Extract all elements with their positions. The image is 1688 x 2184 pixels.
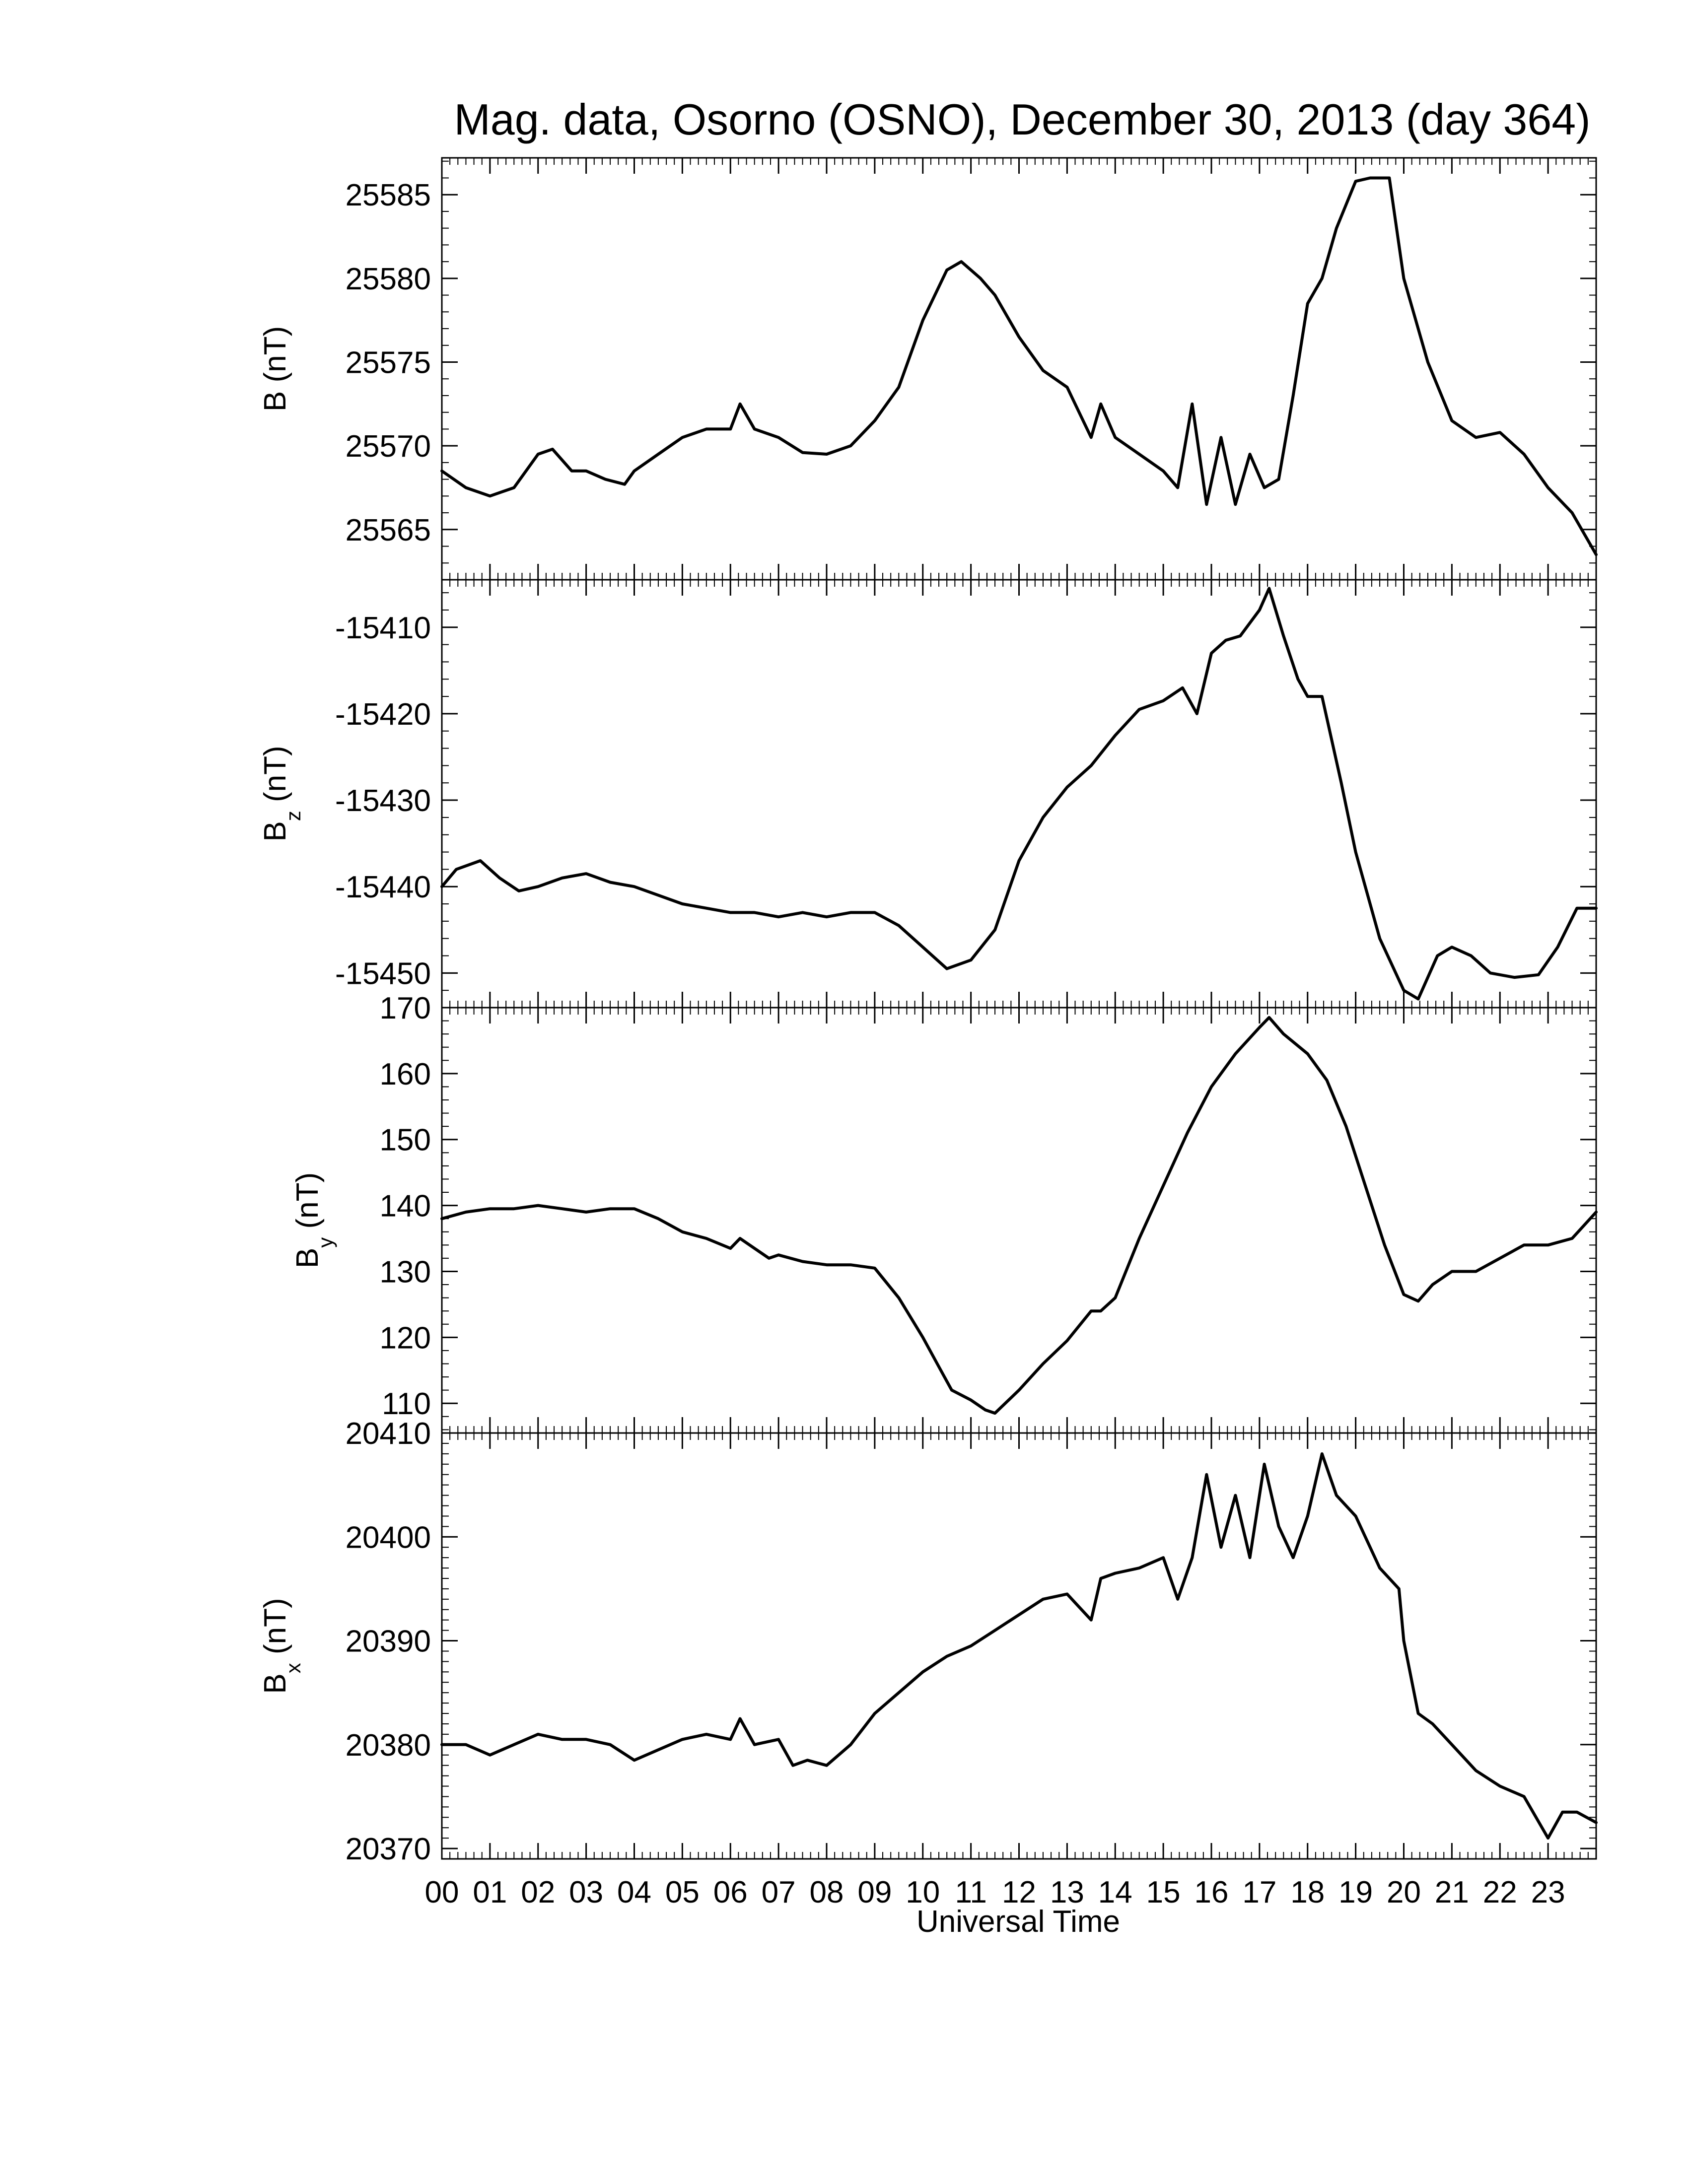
y-axis-title-unit: (nT) [258,1598,292,1663]
x-tick-label: 22 [1483,1875,1517,1910]
y-tick-label: -15430 [335,784,431,818]
panel-bx: 20370 20380 20390 20400 20410 Bx (nT) [258,1417,1598,1866]
y-tick-label: 20370 [346,1832,431,1866]
x-axis-title: Universal Time [916,1905,1120,1939]
y-tick-label: 25585 [346,178,431,212]
x-tick-label: 23 [1531,1875,1565,1910]
x-tick-label: 11 [955,1875,986,1910]
y-axis-title-subscript: z [281,811,305,821]
x-tick-label: 15 [1146,1875,1181,1910]
y-axis-title-b-total: B (nT) [258,326,292,411]
y-axis-title-base: B [258,1673,292,1694]
x-tick-label: 16 [1195,1875,1229,1910]
series-line-bx [440,1452,1598,1840]
x-tick-label: 01 [473,1875,507,1910]
panel-b-total: 25565 25570 25575 25580 25585 B (nT) [258,157,1598,581]
y-axis-title-subscript: x [281,1663,305,1673]
x-tick-label: 08 [810,1875,844,1910]
y-tick-label: 25570 [346,429,431,464]
x-tick-label: 13 [1050,1875,1084,1910]
series-line-b-total [440,176,1598,556]
x-tick-label: 12 [1002,1875,1036,1910]
x-tick-label: 04 [617,1875,651,1910]
series-line-bz [440,587,1598,1001]
y-tick-label: -15410 [335,611,431,645]
y-tick-label: 20410 [346,1417,431,1451]
y-axis-title-unit: (nT) [258,326,292,391]
y-axis-title-subscript: y [314,1237,337,1248]
y-axis-title-bx: Bx (nT) [258,1598,305,1694]
y-axis-title-base: B [290,1248,325,1268]
y-axis-title-bz: Bz (nT) [258,746,305,841]
x-tick-label: 21 [1435,1875,1469,1910]
figure-title: Mag. data, Osorno (OSNO), December 30, 2… [454,95,1590,144]
y-tick-label: 140 [380,1189,431,1224]
x-tick-label: 02 [521,1875,555,1910]
x-tick-label: 06 [713,1875,748,1910]
y-tick-label: 20390 [346,1625,431,1659]
panel-by: 110 120 130 140 150 160 170 By (nT) [290,991,1598,1434]
y-tick-label: 20400 [346,1520,431,1555]
panel-bz: -15450 -15440 -15430 -15420 -15410 Bz (nT) [258,579,1598,1009]
x-axis-tick-labels: 00 01 02 03 04 05 06 07 08 09 10 11 12 13 14 15 16 17 18 19… [425,1875,1565,1910]
x-tick-label: 17 [1242,1875,1276,1910]
x-tick-label: 10 [906,1875,940,1910]
series-line-by [440,1016,1598,1415]
y-axis-title-by: By (nT) [290,1172,337,1268]
y-axis-title-base: B [258,821,292,841]
y-tick-label: -15450 [335,956,431,991]
y-tick-label: 160 [380,1057,431,1092]
y-axis-title-base: B [258,391,292,411]
x-tick-label: 00 [425,1875,459,1910]
x-tick-label: 20 [1387,1875,1421,1910]
x-tick-label: 14 [1098,1875,1132,1910]
y-tick-label: 170 [380,991,431,1025]
x-tick-label: 05 [665,1875,700,1910]
x-tick-label: 07 [762,1875,796,1910]
y-tick-label: -15440 [335,870,431,904]
x-tick-label: 18 [1290,1875,1325,1910]
x-tick-label: 19 [1338,1875,1373,1910]
y-axis-title-unit: (nT) [290,1172,325,1237]
x-tick-label: 09 [857,1875,892,1910]
x-tick-label: 03 [569,1875,603,1910]
y-tick-label: 150 [380,1123,431,1158]
y-tick-label: 25580 [346,262,431,296]
y-tick-label: -15420 [335,697,431,732]
y-tick-label: 120 [380,1321,431,1355]
y-axis-title-unit: (nT) [258,746,292,811]
y-tick-label: 20380 [346,1728,431,1763]
y-tick-label: 110 [382,1387,431,1421]
y-tick-label: 25575 [346,346,431,380]
y-tick-label: 25565 [346,513,431,547]
y-tick-label: 130 [380,1255,431,1289]
